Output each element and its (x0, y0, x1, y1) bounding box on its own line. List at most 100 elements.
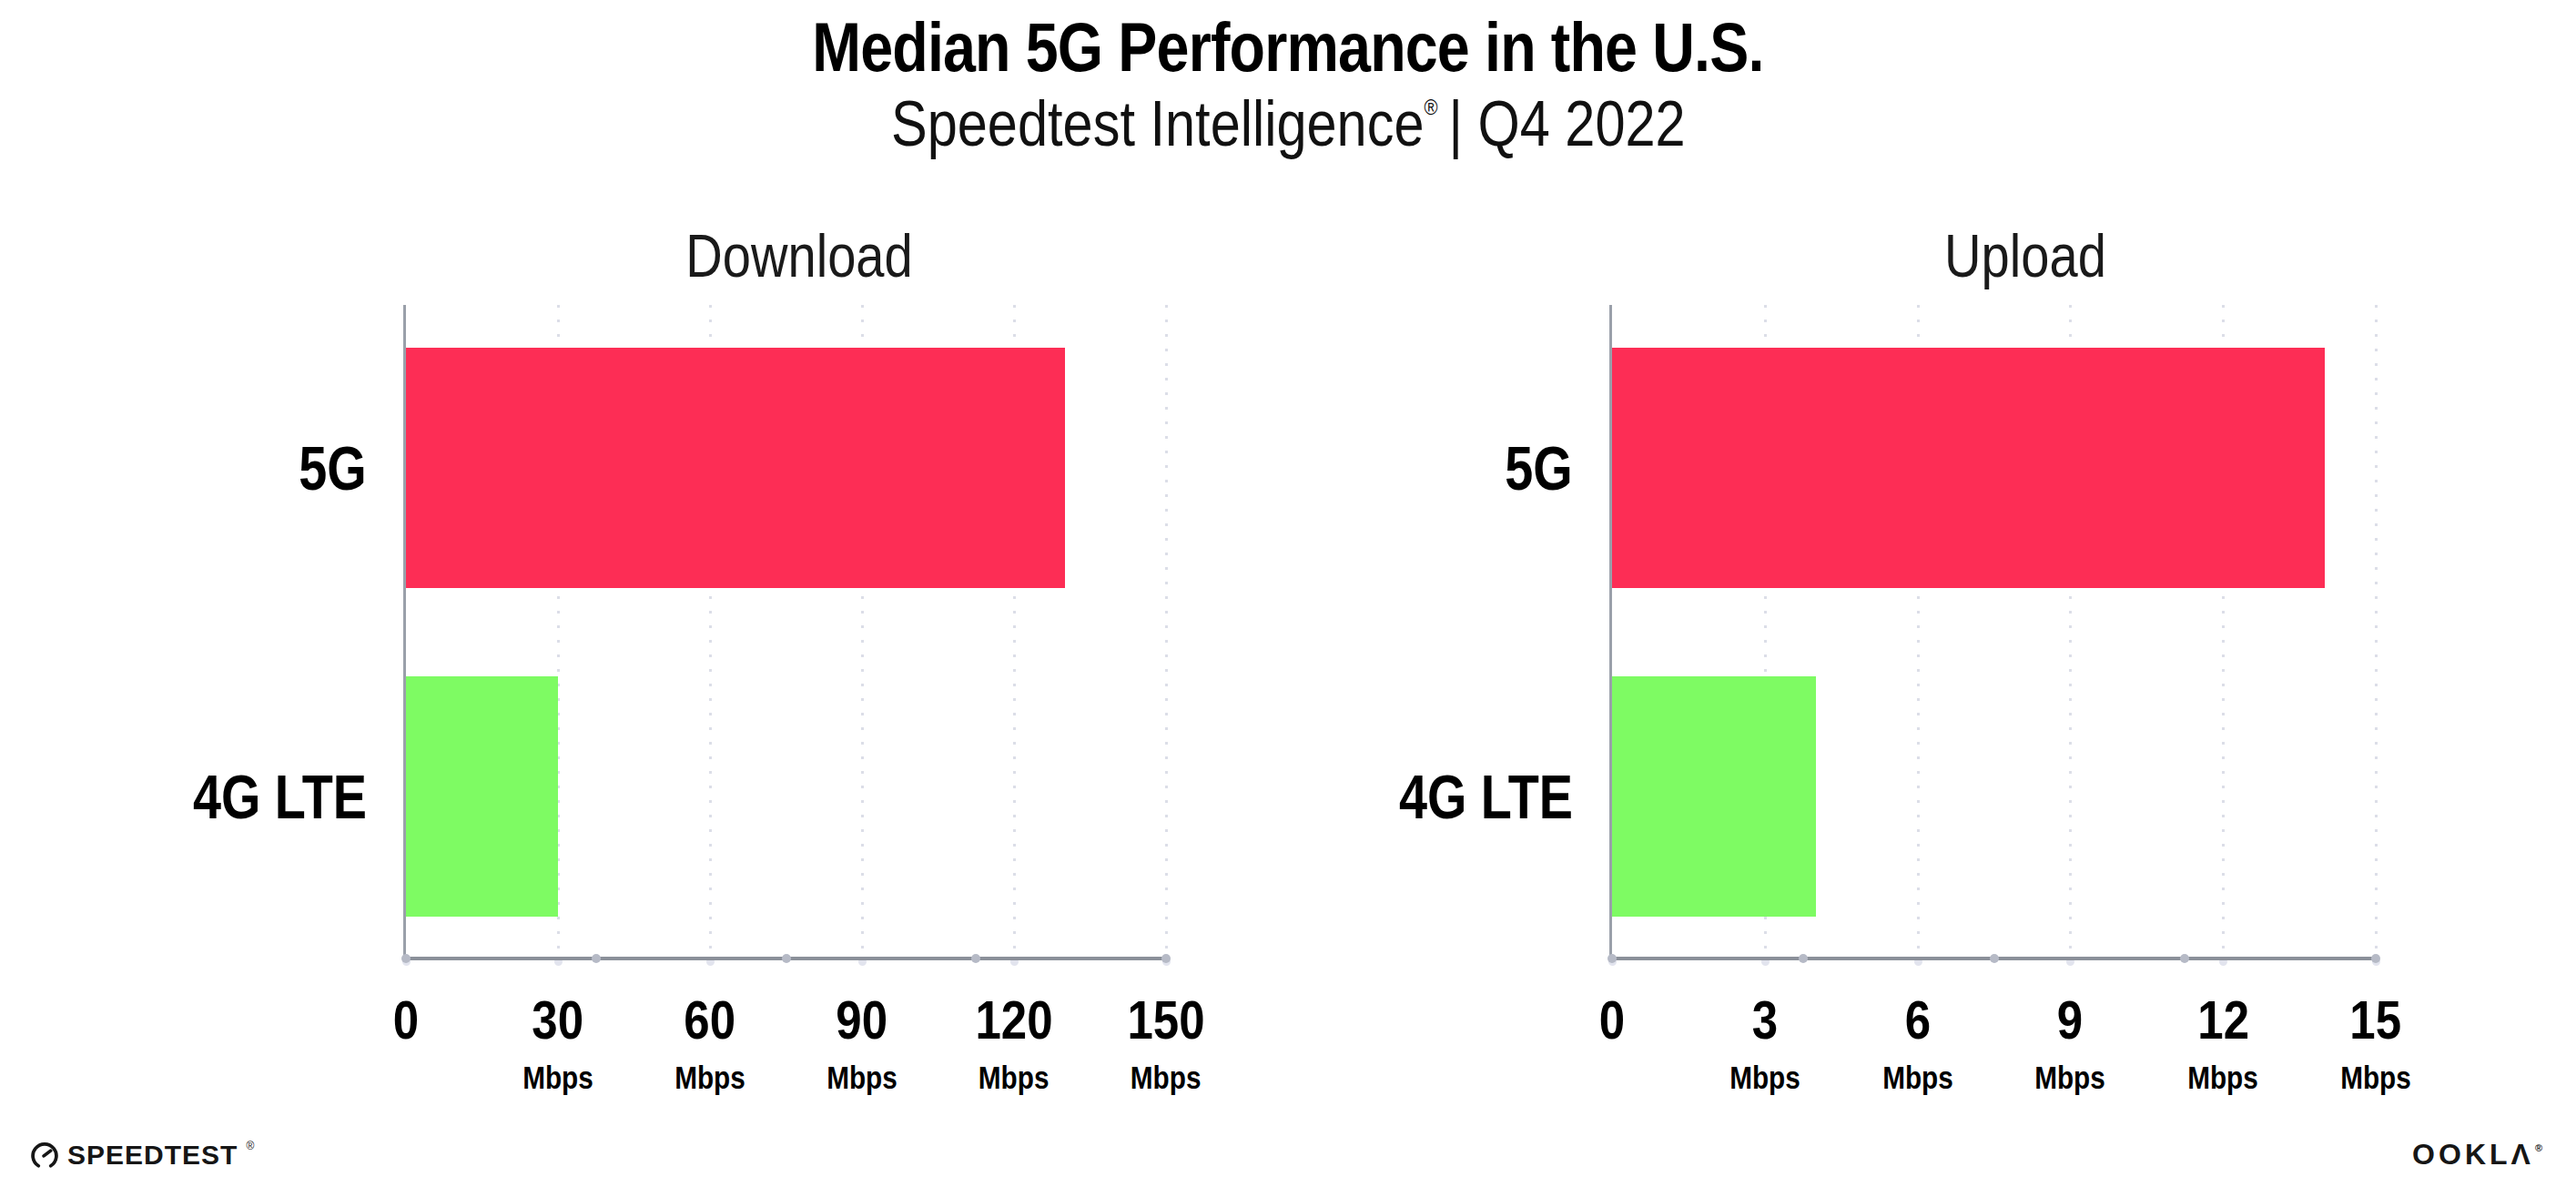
x-tick-value: 3 (1723, 993, 1806, 1048)
x-tick-value: 0 (1597, 993, 1627, 1048)
ookla-wordmark: OOKLΛ (2412, 1138, 2534, 1171)
x-tick: 9 Mbps (2029, 993, 2112, 1093)
axis-marker-dot (782, 954, 791, 963)
x-tick-unit-text: Mbps (827, 1061, 898, 1093)
x-tick-value: 15 (2334, 993, 2417, 1048)
x-tick-unit-text: Mbps (674, 1061, 745, 1093)
speedtest-trademark-icon: ® (246, 1140, 254, 1152)
ookla-trademark-icon: ® (2535, 1142, 2546, 1153)
x-tick-value: 0 (390, 993, 421, 1048)
axis-marker-dot (1161, 954, 1171, 963)
bar-5g (1612, 348, 2325, 588)
x-tick: 60 Mbps (668, 993, 751, 1093)
category-label: 4G LTE (1361, 676, 1573, 917)
speedtest-gauge-icon (30, 1141, 59, 1170)
axis-marker-dot (401, 954, 411, 963)
category-label: 5G (284, 348, 367, 588)
x-tick-value-text: 30 (532, 993, 584, 1048)
x-tick-value-text: 0 (1599, 993, 1625, 1048)
x-tick-value-text: 120 (975, 993, 1052, 1048)
subtitle-product: Speedtest Intelligence (891, 88, 1425, 159)
axis-marker-dot (971, 954, 980, 963)
x-tick: 6 Mbps (1876, 993, 1959, 1093)
panel-title-text: Upload (1944, 221, 2106, 290)
ookla-logo: OOKLΛ® (2412, 1138, 2546, 1172)
x-tick-unit-text: Mbps (2187, 1061, 2258, 1093)
x-tick-value-text: 6 (1904, 993, 1930, 1048)
page-title-text: Median 5G Performance in the U.S. (812, 7, 1763, 86)
page-title: Median 5G Performance in the U.S. (0, 7, 2576, 86)
axis-marker-dot (2371, 954, 2380, 963)
page-subtitle-text: Speedtest Intelligence® | Q4 2022 (891, 87, 1686, 160)
x-tick-unit-text: Mbps (1882, 1061, 1953, 1093)
x-tick-unit: Mbps (2181, 1061, 2264, 1093)
x-tick-unit: Mbps (516, 1061, 599, 1093)
category-label-text: 4G LTE (1399, 761, 1573, 832)
x-tick: 0 (390, 993, 421, 1048)
x-tick-unit-text: Mbps (2035, 1061, 2106, 1093)
x-tick-value: 6 (1876, 993, 1959, 1048)
bar-5g (406, 348, 1065, 588)
x-tick-unit: Mbps (1121, 1061, 1212, 1093)
x-tick-unit-text: Mbps (2340, 1061, 2411, 1093)
speedtest-wordmark: SPEEDTEST (67, 1140, 238, 1171)
x-tick-value-text: 12 (2197, 993, 2249, 1048)
x-tick-value-text: 60 (685, 993, 736, 1048)
chart-panel: Upload 03Mbps6Mbps9Mbps12Mbps15Mbps 5G4G… (1609, 305, 2376, 959)
x-tick: 0 (1597, 993, 1627, 1048)
x-tick-value: 30 (516, 993, 599, 1048)
x-tick-unit: Mbps (1876, 1061, 1959, 1093)
category-label-text: 5G (299, 432, 367, 503)
gridline (1165, 305, 1168, 959)
x-tick-unit: Mbps (2334, 1061, 2417, 1093)
category-label-text: 5G (1506, 432, 1573, 503)
x-tick-value-text: 9 (2057, 993, 2083, 1048)
axis-marker-dot (1607, 954, 1617, 963)
page-subtitle: Speedtest Intelligence® | Q4 2022 (0, 87, 2576, 160)
x-tick-unit: Mbps (1723, 1061, 1806, 1093)
axis-marker-dot (1990, 954, 1999, 963)
registered-trademark-icon: ® (1424, 95, 1437, 119)
x-tick-value-text: 90 (837, 993, 888, 1048)
x-tick-value: 150 (1121, 993, 1212, 1048)
axis-marker-dot (592, 954, 601, 963)
x-tick-unit-text: Mbps (1131, 1061, 1202, 1093)
x-tick-unit: Mbps (2029, 1061, 2112, 1093)
axis-marker-dot (2180, 954, 2189, 963)
bar-4g-lte (1612, 676, 1816, 917)
x-tick-unit-text: Mbps (1729, 1061, 1800, 1093)
panel-title-text: Download (685, 221, 913, 290)
x-tick-value: 9 (2029, 993, 2112, 1048)
x-tick-unit: Mbps (820, 1061, 903, 1093)
bar-4g-lte (406, 676, 558, 917)
panel-title: Upload (1930, 221, 2120, 290)
x-tick-value: 90 (820, 993, 903, 1048)
plot-area: 030Mbps60Mbps90Mbps120Mbps150Mbps (403, 305, 1166, 959)
x-tick-value: 120 (969, 993, 1060, 1048)
x-tick: 12 Mbps (2181, 993, 2264, 1093)
plot-area: 03Mbps6Mbps9Mbps12Mbps15Mbps (1609, 305, 2376, 959)
x-tick: 120 Mbps (969, 993, 1060, 1093)
x-tick-value: 60 (668, 993, 751, 1048)
x-tick-unit-text: Mbps (522, 1061, 593, 1093)
category-label: 5G (1490, 348, 1573, 588)
chart-panel: Download 030Mbps60Mbps90Mbps120Mbps150Mb… (403, 305, 1166, 959)
speedtest-logo: SPEEDTEST ® (30, 1140, 254, 1171)
x-tick: 150 Mbps (1121, 993, 1212, 1093)
x-tick-value-text: 150 (1127, 993, 1204, 1048)
x-tick: 15 Mbps (2334, 993, 2417, 1093)
subtitle-period: | Q4 2022 (1448, 88, 1685, 159)
panel-title: Download (665, 221, 933, 290)
category-label-text: 4G LTE (193, 761, 367, 832)
x-tick-unit-text: Mbps (979, 1061, 1050, 1093)
category-label: 4G LTE (155, 676, 367, 917)
x-tick-unit: Mbps (668, 1061, 751, 1093)
gridline (2375, 305, 2378, 959)
x-tick: 30 Mbps (516, 993, 599, 1093)
axis-marker-dot (1799, 954, 1808, 963)
x-tick-value-text: 15 (2350, 993, 2402, 1048)
x-tick: 3 Mbps (1723, 993, 1806, 1093)
x-tick-value: 12 (2181, 993, 2264, 1048)
x-tick-value-text: 0 (393, 993, 419, 1048)
x-tick-value-text: 3 (1752, 993, 1778, 1048)
